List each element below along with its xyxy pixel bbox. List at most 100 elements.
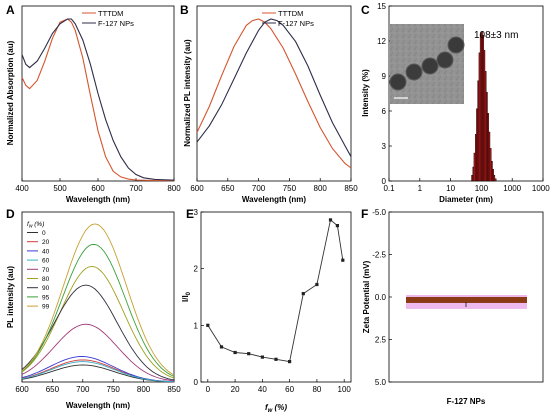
x-axis-label-b: Wavelength (nm) <box>242 195 306 204</box>
x-ticks-c: 0.1 1 10 100 1000 10000 <box>383 178 550 193</box>
panel-c-xtick-label: 1 <box>418 184 423 193</box>
panel-f-ytick-label: 2.5 <box>375 336 387 345</box>
panel-b-xtick-label: 850 <box>344 184 358 193</box>
panel-c-ytick-label: 12 <box>377 37 386 46</box>
panel-b-xtick-label: 700 <box>252 184 266 193</box>
panel-label-b: B <box>180 3 189 17</box>
x-ticks-b: 600 650 700 750 800 850 <box>190 178 358 193</box>
legend-label-fw-99: 99 <box>42 304 50 311</box>
panel-e-xtick-label: 0 <box>206 385 211 394</box>
x-ticks-d: 600 650 700 750 800 850 <box>15 379 181 394</box>
pl-curve-fw-80 <box>21 265 175 379</box>
legend-label-fw-80: 80 <box>42 276 50 283</box>
data-point <box>315 282 319 287</box>
pl-curve-fw-70 <box>21 323 175 382</box>
plot-frame-e <box>200 211 352 383</box>
data-point <box>233 350 237 355</box>
data-point <box>219 345 224 349</box>
panel-f: F -5.0 -2.5 0.0 2.5 5.0 F-127 NPs Zeta Poten… <box>361 207 544 406</box>
x-axis-label-a: Wavelength (nm) <box>66 195 130 204</box>
pl-curve-fw-95 <box>21 243 175 377</box>
panel-e-xtick-label: 80 <box>312 385 321 394</box>
nanoparticle-5 <box>447 36 465 54</box>
panel-c-ytick-label: 3 <box>382 142 387 151</box>
panel-label-e: E <box>186 207 194 221</box>
pl-curve-fw-0 <box>21 364 174 383</box>
panel-e-ytick-label: 1 <box>194 321 199 330</box>
data-point <box>335 224 339 228</box>
panel-e-ytick-label: 0 <box>194 378 199 387</box>
size-annotation: 108±3 nm <box>474 30 518 41</box>
legend-label-tttdm-b: TTTDM <box>278 9 303 18</box>
panel-label-a: A <box>6 3 15 17</box>
panel-b-xtick-label: 650 <box>221 184 235 193</box>
zeta-bar-group <box>406 295 527 309</box>
panel-f-ytick-label: -5.0 <box>372 208 386 217</box>
panel-a-xtick-label: 400 <box>15 184 29 193</box>
data-point <box>288 360 292 364</box>
panel-label-d: D <box>6 207 15 221</box>
panel-a-xtick-label: 700 <box>129 184 143 193</box>
panel-e-ytick-label: 3 <box>194 208 199 217</box>
panel-d-xtick-label: 750 <box>107 385 121 394</box>
panel-b: B 600 650 700 750 800 850 TTTDM F-127 NPs Wav… <box>180 3 358 204</box>
y-axis-label-d: PL intensity (au) <box>6 266 15 328</box>
panel-a-xtick-label: 800 <box>167 184 181 193</box>
y-axis-label-c: Intensity (%) <box>361 69 370 117</box>
x-ticks-e: 0 20 40 60 80 100 <box>206 379 352 394</box>
panel-d-xtick-label: 800 <box>137 385 151 394</box>
panel-a-xtick-label: 600 <box>91 184 105 193</box>
legend-label-fw-70: 70 <box>42 267 50 274</box>
panel-c-xtick-label: 1000 <box>503 184 521 193</box>
legend-d: fw (%) 0 20 40 60 70 80 90 95 99 <box>27 221 50 311</box>
series-lines-a <box>21 18 175 182</box>
panel-f-ytick-label: -2.5 <box>372 251 386 260</box>
panel-c-ytick-label: 9 <box>382 72 387 81</box>
y-ticks-c: 0 3 6 9 12 15 <box>377 2 392 186</box>
y-axis-label-a: Normalized Absorption (au) <box>6 40 15 145</box>
data-point <box>206 323 210 327</box>
ratio-line <box>207 219 344 363</box>
panel-e-xtick-label: 40 <box>258 385 267 394</box>
series-lines-b <box>196 18 352 169</box>
nanoparticle-1 <box>389 73 407 91</box>
y-axis-label-e: I/I0 <box>181 291 192 302</box>
panel-d-xtick-label: 600 <box>15 385 29 394</box>
panel-b-xtick-label: 750 <box>283 184 297 193</box>
data-point <box>247 352 251 356</box>
nanoparticle-4 <box>436 51 454 69</box>
data-point <box>260 355 264 359</box>
panel-f-ytick-label: 5.0 <box>375 378 387 387</box>
tem-inset <box>389 24 465 104</box>
x-category-label-f: F-127 NPs <box>447 397 486 406</box>
histogram-bars-c <box>471 31 497 182</box>
legend-label-f127-b: F-127 NPs <box>278 19 314 28</box>
y-ticks-f: -5.0 -2.5 0.0 2.5 5.0 <box>372 208 392 387</box>
panel-d: D 600 650 700 750 800 850 fw (%) 0 20 40 60 70 80 9… <box>6 207 181 410</box>
panel-f-ytick-label: 0.0 <box>375 293 387 302</box>
panel-e-xtick-label: 100 <box>338 385 352 394</box>
legend-b: TTTDM F-127 NPs <box>262 9 314 28</box>
data-point <box>341 258 345 262</box>
panel-c: C 0 3 6 9 12 15 0.1 1 10 100 1000 10000 108±3 nm D… <box>361 2 550 204</box>
data-point <box>274 357 278 361</box>
panel-e-xtick-label: 60 <box>285 385 294 394</box>
series-line-tttdm-b <box>196 18 352 169</box>
histogram-bar <box>494 178 497 182</box>
x-axis-label-c: Diameter (nm) <box>439 195 493 204</box>
panel-e-xtick-label: 20 <box>231 385 240 394</box>
plot-frame-b <box>196 5 352 182</box>
legend-label-f127: F-127 NPs <box>98 19 134 28</box>
histogram-bar <box>493 174 496 182</box>
panel-c-xtick-label: 100 <box>475 184 489 193</box>
panel-a-xtick-label: 500 <box>53 184 67 193</box>
y-axis-label-b: Normalized PL intensity (au) <box>183 39 192 147</box>
nanoparticle-3 <box>421 57 439 75</box>
series-line-e <box>206 218 345 364</box>
panel-label-f: F <box>361 207 368 221</box>
panel-d-xtick-label: 700 <box>76 385 90 394</box>
panel-d-xtick-label: 650 <box>46 385 60 394</box>
y-ticks-e: 0 1 2 3 <box>194 208 204 387</box>
panel-e: E 0 1 2 3 0 20 40 60 80 100 fw (%) I/I0 <box>181 207 351 414</box>
